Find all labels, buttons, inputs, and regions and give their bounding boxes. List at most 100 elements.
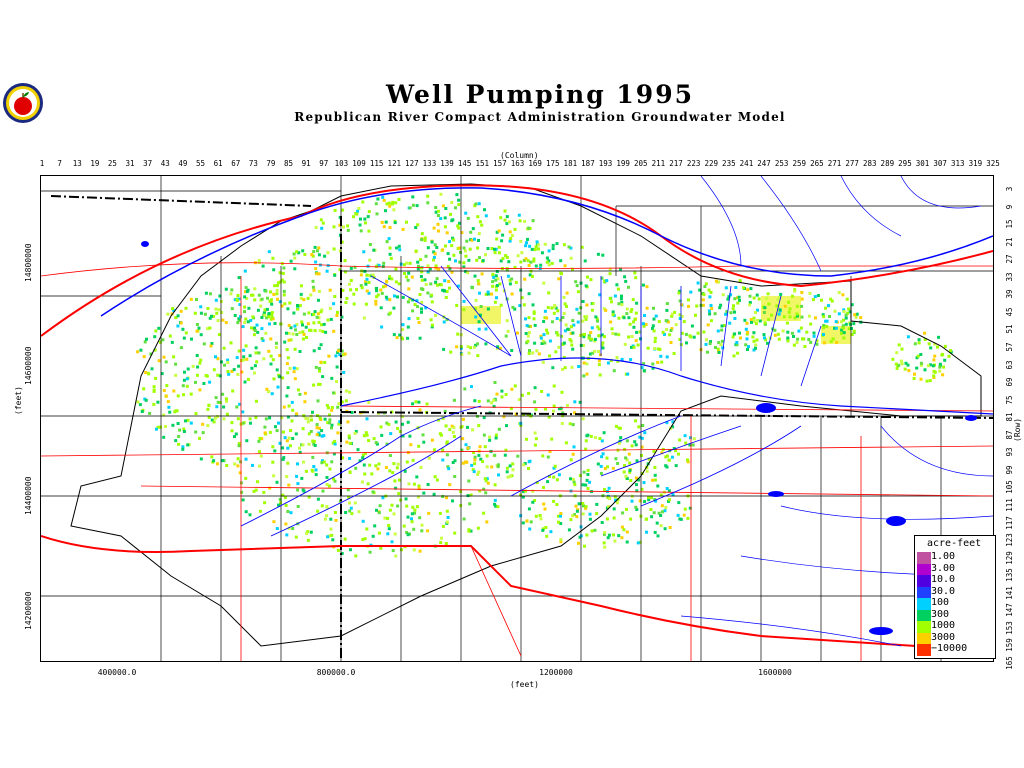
x-tick-label: 800000.0: [316, 668, 356, 677]
column-axis-ticks: 1 7 13 19 25 31 37 43 49 55 61 67 73 79 85 91 97 103 109 11…: [0, 159, 1024, 171]
x-tick-label: 1600000: [758, 668, 792, 677]
apple-logo-icon: [3, 83, 43, 123]
column-tick-label: 55: [195, 159, 206, 168]
legend-label: 3.00: [931, 562, 956, 574]
column-tick-label: 91: [301, 159, 311, 168]
page-title: Well Pumping 1995: [386, 80, 694, 109]
legend-swatch: [917, 609, 931, 622]
x-tick-label: 400000.0: [97, 668, 137, 677]
column-tick-label: 313: [950, 159, 965, 168]
row-tick-label: 75: [1005, 395, 1014, 405]
y-tick-label: 14200000: [24, 591, 33, 630]
column-tick-label: 139: [440, 159, 454, 168]
row-tick-label: 27: [1005, 254, 1014, 264]
row-tick-label: 165: [1005, 656, 1014, 670]
x-tick-label: 1200000: [539, 668, 573, 677]
column-tick-label: 307: [933, 159, 947, 168]
column-tick-label: 79: [266, 159, 276, 168]
row-tick-label: 69: [1005, 377, 1014, 387]
legend-item: 1.00: [917, 551, 993, 564]
legend-swatch: [917, 621, 931, 633]
model-boundary: [70, 183, 982, 647]
column-axis-label: (Column): [500, 151, 539, 160]
column-tick-label: 127: [405, 159, 419, 168]
row-axis-label: (Row): [1013, 417, 1022, 442]
column-tick-label: 43: [160, 159, 170, 168]
column-tick-label: 283: [862, 159, 877, 168]
lakes: [141, 241, 977, 635]
legend-label: 30.0: [931, 585, 956, 597]
legend-title: acre-feet: [927, 538, 982, 549]
column-tick-label: 133: [422, 159, 437, 168]
legend-label: 300: [931, 608, 950, 620]
roads: [41, 184, 993, 661]
column-tick-label: 145: [457, 159, 472, 168]
column-tick-label: 169: [528, 159, 542, 168]
x-axis-label: (feet): [510, 680, 539, 689]
column-tick-label: 25: [107, 159, 117, 168]
column-tick-label: 199: [616, 159, 630, 168]
column-tick-label: 7: [57, 159, 62, 168]
column-tick-label: 103: [334, 159, 349, 168]
column-tick-label: 157: [493, 159, 507, 168]
legend-label: 1000: [931, 620, 956, 631]
column-tick-label: 151: [475, 159, 490, 168]
row-tick-label: 123: [1005, 533, 1014, 547]
legend-swatch: [917, 575, 931, 587]
column-tick-label: 211: [651, 159, 666, 168]
legend-label: 3000: [931, 631, 956, 643]
row-tick-label: 105: [1005, 480, 1014, 495]
column-tick-label: 265: [810, 159, 824, 168]
column-tick-label: 319: [968, 159, 983, 168]
column-tick-label: 61: [213, 159, 223, 168]
row-tick-label: 93: [1005, 447, 1014, 457]
legend-label: 1.00: [931, 551, 956, 562]
column-tick-label: 163: [510, 159, 525, 168]
legend-label: 100: [931, 597, 950, 608]
legend-swatch: [917, 586, 931, 599]
y-tick-label: 14800000: [24, 243, 33, 282]
row-tick-label: 9: [1005, 204, 1014, 209]
column-tick-label: 259: [792, 159, 807, 168]
column-tick-label: 109: [352, 159, 366, 168]
column-tick-label: 325: [986, 159, 1000, 168]
row-tick-label: 111: [1005, 498, 1014, 512]
column-tick-label: 73: [248, 159, 258, 168]
column-tick-label: 1: [39, 159, 45, 168]
row-tick-label: 3: [1005, 186, 1014, 192]
column-tick-label: 121: [387, 159, 401, 168]
row-tick-label: 39: [1005, 289, 1014, 299]
legend-item: 100: [917, 597, 993, 610]
legend-label: −10000: [931, 643, 968, 654]
column-tick-label: 253: [774, 159, 789, 168]
column-tick-label: 247: [757, 159, 771, 168]
row-tick-label: 21: [1005, 237, 1014, 247]
row-tick-label: 15: [1005, 219, 1014, 229]
row-tick-label: 99: [1005, 465, 1014, 475]
column-tick-label: 85: [284, 159, 294, 168]
legend-item: 300: [917, 608, 993, 622]
page-subtitle: Republican River Compact Administration …: [294, 110, 786, 124]
legend-swatch: [917, 598, 931, 610]
y-tick-label: 14600000: [24, 346, 33, 385]
column-tick-label: 289: [880, 159, 895, 168]
column-tick-label: 301: [915, 159, 930, 168]
row-tick-label: 159: [1005, 638, 1014, 653]
rivers: [100, 176, 993, 647]
row-tick-label: 33: [1005, 272, 1014, 282]
column-tick-label: 37: [143, 159, 153, 168]
legend-swatch: [917, 563, 931, 576]
row-tick-label: 51: [1005, 324, 1014, 334]
row-tick-label: 129: [1005, 550, 1014, 565]
y-tick-label: 14400000: [24, 476, 33, 515]
column-tick-label: 277: [845, 159, 859, 168]
row-tick-label: 147: [1005, 603, 1014, 618]
groundwater-model-map: [40, 175, 994, 662]
legend-item: 3000: [917, 631, 993, 645]
column-tick-label: 295: [898, 159, 912, 168]
column-tick-label: 31: [125, 159, 135, 168]
legend-swatch: [917, 632, 931, 645]
column-tick-label: 13: [72, 159, 82, 168]
legend: acre-feet 1.00 3.00 10.0 30.0 100 300 1000 3000…: [914, 535, 996, 659]
column-tick-label: 223: [686, 159, 701, 168]
